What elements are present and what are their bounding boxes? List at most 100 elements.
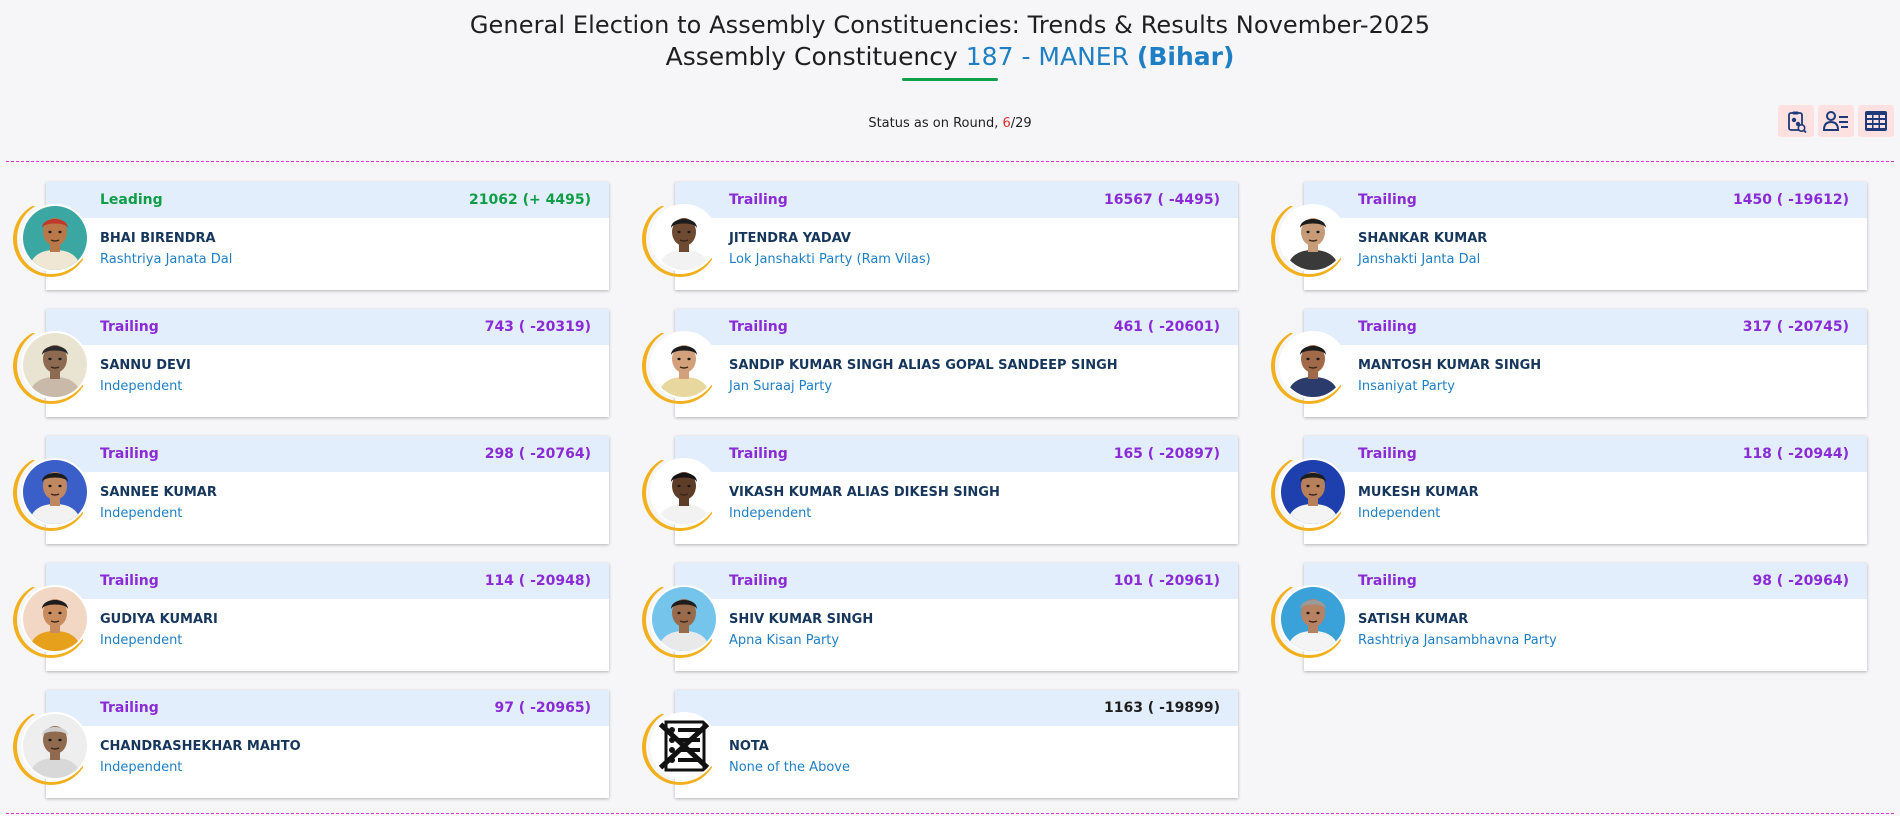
avatar [21,458,89,526]
candidate-card: Trailing 16567 ( -4495) JITENDRA YADAV L… [642,182,1238,291]
candidate-photo-icon [23,333,87,397]
avatar [21,204,89,272]
candidate-name: VIKASH KUMAR ALIAS DIKESH SINGH [729,485,1000,500]
candidate-status: Trailing [1358,573,1417,589]
candidate-card-header: Trailing 16567 ( -4495) [675,182,1238,218]
candidate-card: Trailing 165 ( -20897) VIKASH KUMAR ALIA… [642,436,1238,545]
candidate-photo-icon [23,587,87,651]
round-status: Status as on Round, 6/29 [0,116,1900,131]
constituency-title-prefix: Assembly Constituency [665,42,966,71]
candidate-votes: 1163 ( -19899) [1103,700,1220,716]
candidate-avatar-ring [642,455,718,531]
candidate-card-header: Trailing 1450 ( -19612) [1304,182,1867,218]
candidate-card: Trailing 98 ( -20964) SATISH KUMAR Rasht… [1271,563,1867,672]
candidate-card-header: Trailing 461 ( -20601) [675,309,1238,345]
candidate-votes: 101 ( -20961) [1113,573,1220,589]
state-name: (Bihar) [1136,42,1235,71]
nota-icon [652,714,716,778]
candidate-party: Independent [100,633,183,648]
candidate-avatar-ring [13,328,89,404]
candidate-wise-button[interactable] [1818,105,1854,137]
candidate-photo-icon [652,587,716,651]
avatar [21,331,89,399]
candidate-party: Rashtriya Janata Dal [100,252,233,267]
candidate-photo-icon [652,206,716,270]
candidate-card-header: Trailing 165 ( -20897) [675,436,1238,472]
candidate-votes: 317 ( -20745) [1742,319,1849,335]
candidate-party: Rashtriya Jansambhavna Party [1358,633,1557,648]
candidate-card-body: Trailing 743 ( -20319) SANNU DEVI Indepe… [46,309,609,417]
candidate-card-header: Trailing 101 ( -20961) [675,563,1238,599]
candidate-photo-icon [23,460,87,524]
page-title: General Election to Assembly Constituenc… [469,11,1431,39]
constituency-name: 187 - MANER [965,42,1129,71]
candidate-card-header: Trailing 317 ( -20745) [1304,309,1867,345]
candidate-card-header: Leading 21062 (+ 4495) [46,182,609,218]
candidate-card-body: Trailing 317 ( -20745) MANTOSH KUMAR SIN… [1304,309,1867,417]
candidate-name: SHANKAR KUMAR [1358,231,1488,246]
avatar [650,585,718,653]
candidate-card-body: Trailing 98 ( -20964) SATISH KUMAR Rasht… [1304,563,1867,671]
top-divider [6,161,1894,162]
candidate-party: None of the Above [729,760,850,775]
candidate-card-header: Trailing 743 ( -20319) [46,309,609,345]
candidate-photo-icon [1281,333,1345,397]
candidate-card-body: Trailing 97 ( -20965) CHANDRASHEKHAR MAH… [46,690,609,798]
candidate-party: Independent [100,760,183,775]
candidate-name: MUKESH KUMAR [1358,485,1479,500]
candidate-votes: 743 ( -20319) [484,319,591,335]
candidate-card-body: Trailing 16567 ( -4495) JITENDRA YADAV L… [675,182,1238,290]
avatar [21,712,89,780]
table-view-icon [1865,111,1887,131]
party-wise-button[interactable] [1778,105,1814,137]
candidate-card-body: Trailing 165 ( -20897) VIKASH KUMAR ALIA… [675,436,1238,544]
candidate-status: Trailing [729,446,788,462]
candidate-party: Lok Janshakti Party (Ram Vilas) [729,252,931,267]
candidate-status: Trailing [1358,319,1417,335]
candidate-votes: 298 ( -20764) [484,446,591,462]
candidate-card-body: Trailing 114 ( -20948) GUDIYA KUMARI Ind… [46,563,609,671]
candidate-card: Trailing 461 ( -20601) SANDIP KUMAR SING… [642,309,1238,418]
candidate-votes: 1450 ( -19612) [1732,192,1849,208]
avatar [1279,458,1347,526]
candidate-votes: 97 ( -20965) [494,700,591,716]
candidate-avatar-ring [13,582,89,658]
candidate-card: Trailing 101 ( -20961) SHIV KUMAR SINGH … [642,563,1238,672]
candidate-avatar-ring [642,201,718,277]
page-header: General Election to Assembly Constituenc… [0,0,1900,81]
candidate-party: Insaniyat Party [1358,379,1455,394]
candidate-wise-icon [1823,111,1848,131]
candidate-votes: 118 ( -20944) [1742,446,1849,462]
table-view-button[interactable] [1858,105,1894,137]
candidate-card-body: 1163 ( -19899) NOTA None of the Above [675,690,1238,798]
candidate-party: Independent [100,506,183,521]
candidate-card: 1163 ( -19899) NOTA None of the Above [642,690,1238,799]
candidate-card: Trailing 114 ( -20948) GUDIYA KUMARI Ind… [13,563,609,672]
candidate-status: Trailing [100,319,159,335]
candidate-card-header: Trailing 98 ( -20964) [1304,563,1867,599]
avatar [1279,204,1347,272]
avatar [650,712,718,780]
candidate-name: GUDIYA KUMARI [100,612,218,627]
round-current: 6 [1002,116,1011,131]
candidate-status: Trailing [100,573,159,589]
candidate-votes: 114 ( -20948) [484,573,591,589]
candidate-name: SATISH KUMAR [1358,612,1469,627]
candidate-photo-icon [1281,206,1345,270]
avatar [650,204,718,272]
avatar [650,458,718,526]
candidate-party: Jan Suraaj Party [729,379,833,394]
candidate-card-body: Trailing 1450 ( -19612) SHANKAR KUMAR Ja… [1304,182,1867,290]
candidate-card-body: Leading 21062 (+ 4495) BHAI BIRENDRA Ras… [46,182,609,290]
candidate-party: Independent [100,379,183,394]
candidate-photo-icon [1281,587,1345,651]
candidate-avatar-ring [642,328,718,404]
candidate-avatar-ring [1271,328,1347,404]
round-total: /29 [1010,116,1032,131]
candidate-votes: 165 ( -20897) [1113,446,1220,462]
candidate-name: SANDIP KUMAR SINGH ALIAS GOPAL SANDEEP S… [729,358,1118,373]
candidate-name: NOTA [729,739,769,754]
candidate-votes: 98 ( -20964) [1752,573,1849,589]
constituency-title: Assembly Constituency 187 - MANER (Bihar… [0,40,1900,74]
candidate-status: Trailing [100,446,159,462]
